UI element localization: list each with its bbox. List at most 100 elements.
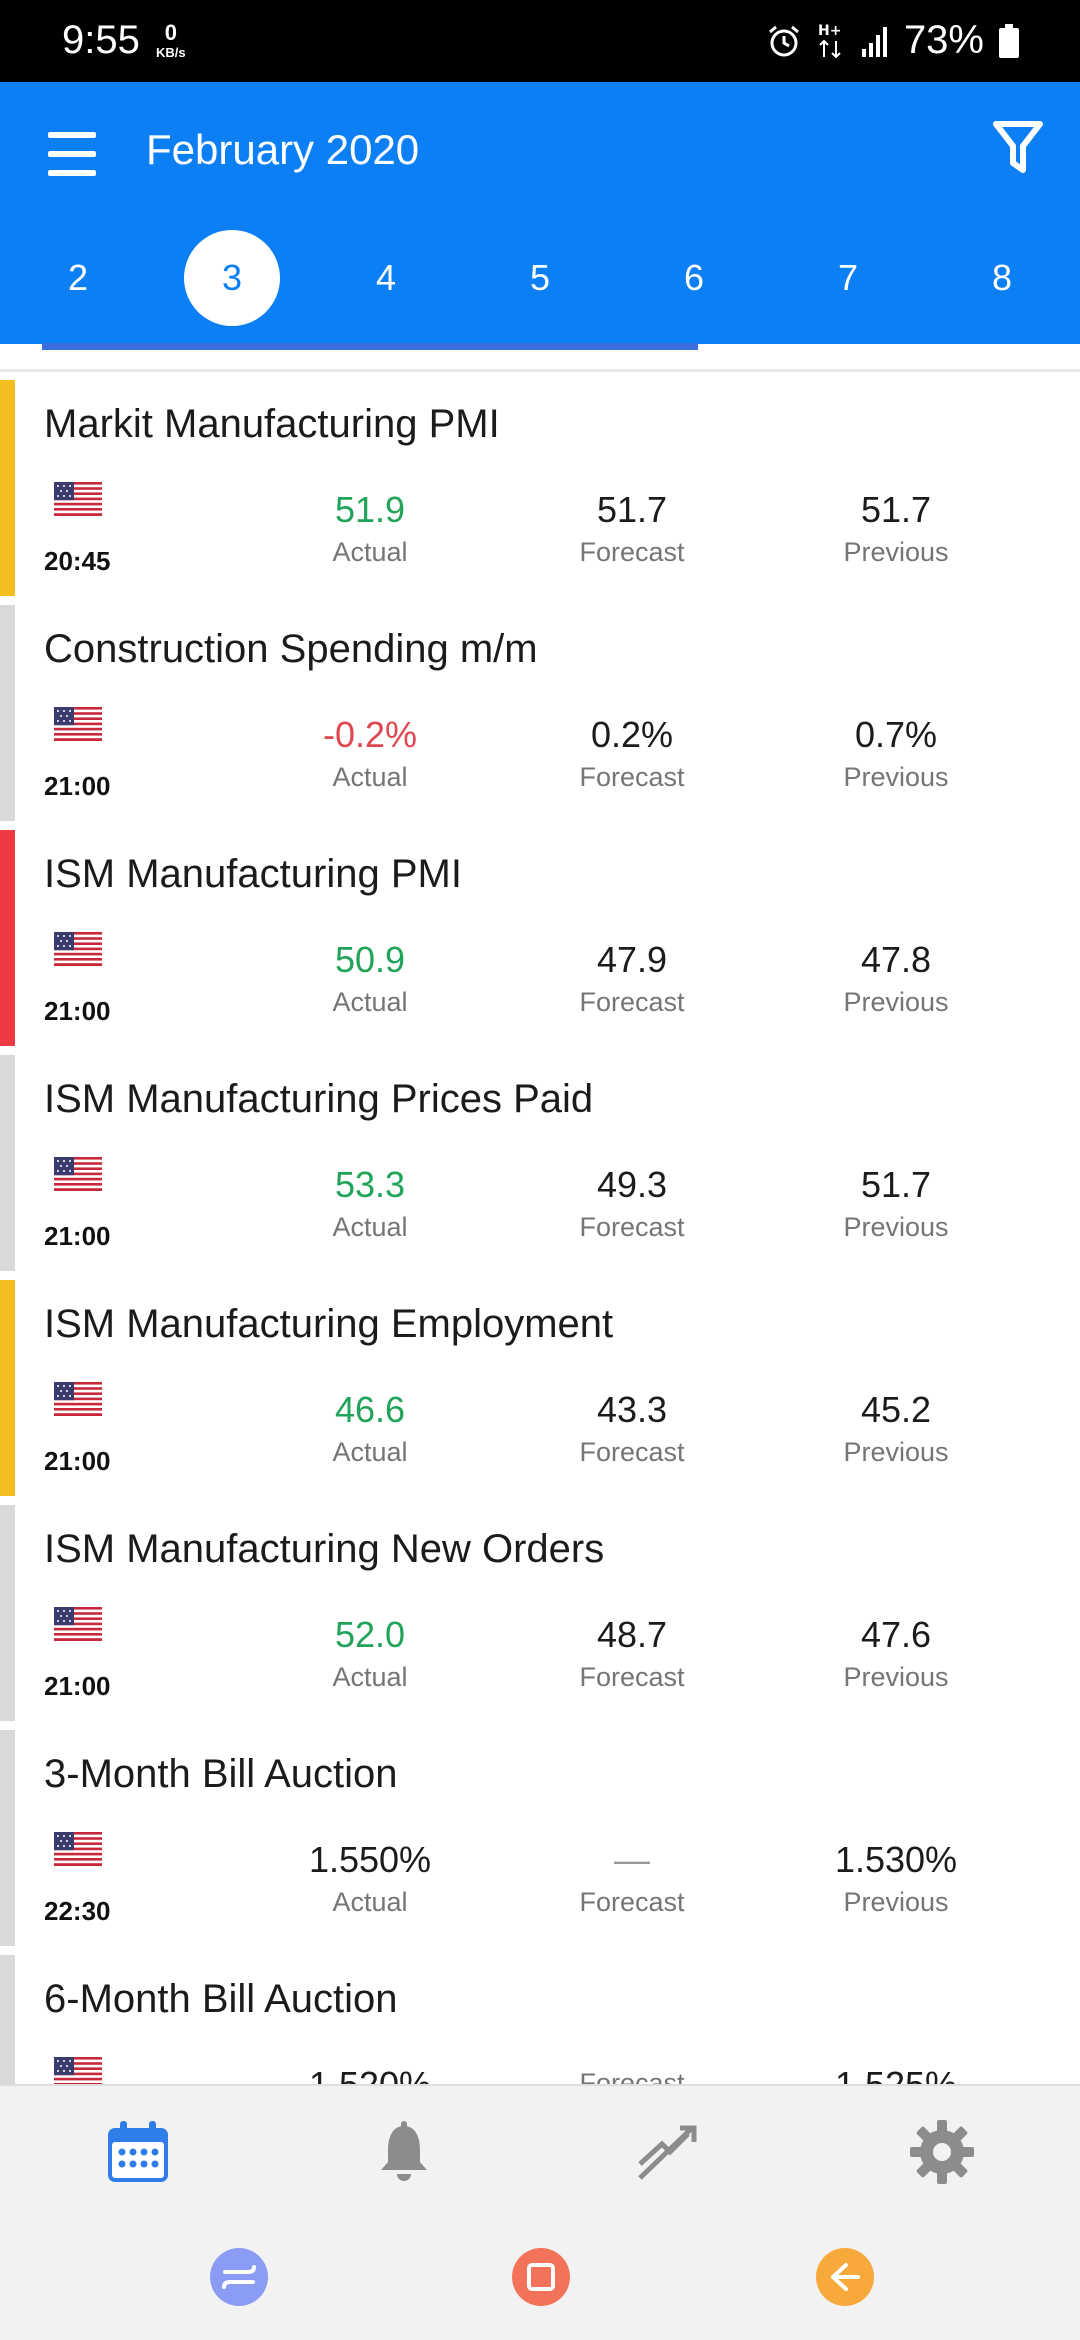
forecast-label: Forecast: [579, 1212, 685, 1242]
event-name: ISM Manufacturing Employment: [44, 1302, 614, 1346]
recent-apps-button[interactable]: [210, 2248, 268, 2306]
forecast-value: 49.3: [596, 1164, 668, 1205]
day-tab-5[interactable]: 5: [529, 257, 551, 298]
day-tab-6[interactable]: 6: [683, 257, 705, 298]
event-name: Markit Manufacturing PMI: [44, 402, 500, 446]
previous-value: 0.7%: [854, 714, 938, 755]
event-row[interactable]: Markit Manufacturing PMI 20:45: [0, 376, 1080, 601]
battery-icon: [999, 23, 1019, 58]
impact-indicator: [0, 605, 15, 821]
forecast-value: 51.7: [596, 489, 668, 530]
previous-column: 47.6 Previous: [786, 1613, 1006, 1693]
day-tab-8[interactable]: 8: [991, 257, 1013, 298]
forecast-column: 47.9 Forecast: [522, 938, 742, 1018]
network-speed: 0 KB/s: [156, 22, 186, 60]
day-tab-2[interactable]: 2: [67, 257, 89, 298]
previous-label: Previous: [843, 1212, 949, 1242]
us-flag-icon: [54, 482, 102, 516]
home-square-icon: [527, 2263, 555, 2291]
network-speed-unit: KB/s: [156, 45, 186, 60]
hamburger-menu-icon-bar: [48, 170, 96, 176]
event-row[interactable]: Construction Spending m/m 21:00: [0, 601, 1080, 826]
actual-value: 50.9: [334, 939, 406, 980]
forecast-label: Forecast: [579, 2068, 685, 2084]
forecast-label: Forecast: [579, 537, 685, 567]
forecast-label: Forecast: [579, 762, 685, 792]
status-bar: 9:55 0 KB/s H+ 73%: [0, 0, 1080, 82]
event-list[interactable]: Markit Manufacturing PMI 20:45: [0, 376, 1080, 2084]
previous-column: 45.2 Previous: [786, 1388, 1006, 1468]
filter-button[interactable]: [990, 116, 1046, 178]
back-button[interactable]: [816, 2248, 874, 2306]
forecast-value: —: [614, 1839, 650, 1880]
event-name: ISM Manufacturing New Orders: [44, 1527, 605, 1571]
previous-value: 1.530%: [834, 1839, 958, 1880]
forecast-label: Forecast: [579, 1662, 685, 1692]
forecast-column: 48.7 Forecast: [522, 1613, 742, 1693]
event-time: 21:00: [44, 1446, 111, 1476]
previous-column: 51.7 Previous: [786, 1163, 1006, 1243]
nav-settings[interactable]: [906, 2116, 978, 2188]
bottom-navigation: [0, 2084, 1080, 2214]
nav-calendar[interactable]: [102, 2116, 174, 2188]
menu-button[interactable]: [46, 126, 102, 182]
forecast-value: 47.9: [596, 939, 668, 980]
actual-value: 53.3: [334, 1164, 406, 1205]
bell-icon: [381, 2121, 427, 2181]
nav-alerts[interactable]: [368, 2116, 440, 2188]
previous-column: 47.8 Previous: [786, 938, 1006, 1018]
previous-column: 1.525% Previous: [786, 2063, 1006, 2084]
previous-value: 51.7: [860, 1164, 932, 1205]
forecast-value: 43.3: [596, 1389, 668, 1430]
forecast-value: 0.2%: [590, 714, 674, 755]
divider: [0, 369, 1080, 372]
day-tab-3[interactable]: 3: [184, 230, 280, 326]
impact-indicator: [0, 380, 15, 596]
event-time: 20:45: [44, 546, 111, 576]
data-hplus-icon: H+: [818, 23, 841, 58]
previous-label: Previous: [843, 537, 949, 567]
event-row[interactable]: ISM Manufacturing Prices Paid 21:00: [0, 1051, 1080, 1276]
back-arrow-icon: [831, 2263, 860, 2291]
event-row[interactable]: ISM Manufacturing New Orders 21:00: [0, 1501, 1080, 1726]
filter-funnel-icon: [993, 121, 1043, 173]
previous-value: 51.7: [860, 489, 932, 530]
actual-label: Actual: [332, 987, 408, 1017]
previous-label: Previous: [843, 1662, 949, 1692]
us-flag-icon: [54, 1607, 102, 1641]
actual-column: 53.3 Actual: [260, 1163, 480, 1243]
home-button[interactable]: [512, 2248, 570, 2306]
forecast-column: 43.3 Forecast: [522, 1388, 742, 1468]
day-tabs: 2 3 4 5 6 7 8: [0, 230, 1080, 326]
calendar-icon: [108, 2121, 168, 2182]
nav-charts[interactable]: [632, 2116, 704, 2188]
impact-indicator: [0, 1730, 15, 1946]
event-row[interactable]: 6-Month Bill Auction 1: [0, 1951, 1080, 2084]
forecast-column: Forecast: [522, 2063, 742, 2084]
impact-indicator: [0, 1280, 15, 1496]
actual-label: Actual: [332, 1887, 408, 1917]
event-row[interactable]: ISM Manufacturing Employment 21:00: [0, 1276, 1080, 1501]
day-tab-7[interactable]: 7: [837, 257, 859, 298]
us-flag-icon: [54, 2057, 102, 2084]
tab-indicator: [42, 343, 698, 350]
day-tab-4[interactable]: 4: [375, 257, 397, 298]
actual-label: Actual: [332, 1212, 408, 1242]
system-navigation-bar: [0, 2214, 1080, 2340]
chart-trend-icon: [638, 2125, 697, 2180]
event-row[interactable]: ISM Manufacturing PMI 21:00: [0, 826, 1080, 1051]
actual-column: 50.9 Actual: [260, 938, 480, 1018]
previous-label: Previous: [843, 1437, 949, 1467]
actual-column: 52.0 Actual: [260, 1613, 480, 1693]
event-time: 21:00: [44, 1671, 111, 1701]
actual-column: -0.2% Actual: [260, 713, 480, 793]
forecast-label: Forecast: [579, 987, 685, 1017]
actual-column: 1.550% Actual: [260, 1838, 480, 1918]
forecast-column: 0.2% Forecast: [522, 713, 742, 793]
previous-label: Previous: [843, 762, 949, 792]
actual-value: 1.550%: [308, 1839, 432, 1880]
previous-column: 1.530% Previous: [786, 1838, 1006, 1918]
forecast-column: 51.7 Forecast: [522, 488, 742, 568]
event-row[interactable]: 3-Month Bill Auction 22:30: [0, 1726, 1080, 1951]
gear-icon: [910, 2120, 974, 2184]
